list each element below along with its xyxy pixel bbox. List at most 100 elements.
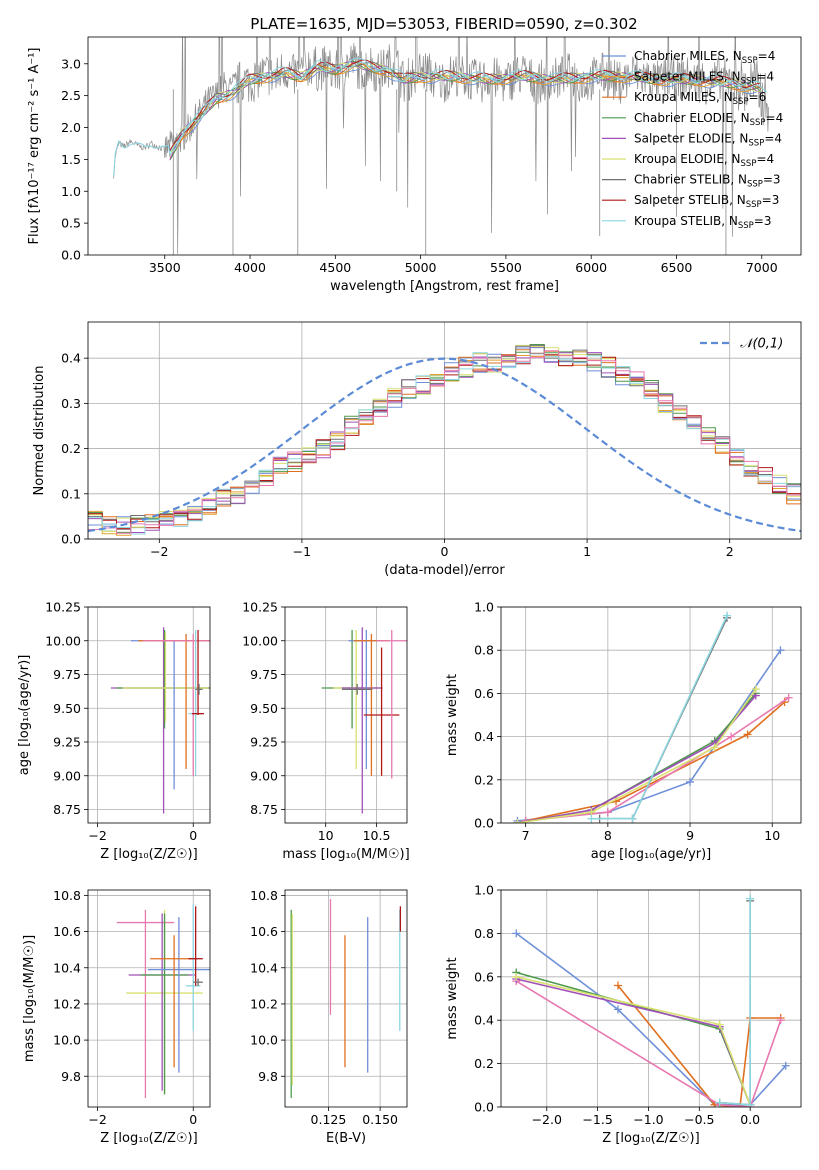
y-axis-label: mass weight	[445, 957, 460, 1039]
legend-label-value: =4	[756, 70, 774, 84]
weight-marker	[781, 1061, 790, 1070]
x-tick-label: 0	[441, 544, 449, 559]
x-axis-label: (data-model)/error	[384, 563, 505, 578]
x-tick-label: 7000	[746, 260, 778, 275]
y-tick-label: 0.5	[61, 216, 81, 231]
y-tick-label: 0.4	[61, 351, 81, 366]
y-tick-label: 10.25	[242, 600, 278, 615]
mass_vs_Z-plot-area	[116, 904, 210, 1098]
y-tick-label: 2.5	[61, 88, 81, 103]
y-tick-label: 0.6	[474, 686, 494, 701]
y-tick-label: 0.8	[474, 643, 494, 658]
age_vs_Z-plot-area	[110, 627, 210, 814]
spectrum-model-line-kroupa-stelib	[113, 62, 768, 177]
y-tick-label: 8.75	[53, 802, 81, 817]
y-tick-label: 9.75	[53, 667, 81, 682]
legend-label: Chabrier STELIB, NSSP=3	[634, 173, 781, 190]
mass_vs_ebv-background	[285, 890, 407, 1107]
y-tick-label: 10.2	[53, 996, 81, 1011]
y-tick-label: 9.8	[258, 1069, 278, 1084]
y-tick-label: 0.2	[474, 772, 494, 787]
y-tick-label: 0.4	[474, 729, 494, 744]
spectrum-data-line	[113, 37, 769, 254]
x-tick-label: 0.125	[311, 1112, 347, 1127]
x-tick-label: −1	[293, 544, 311, 559]
mass_vs_ebv-frame	[284, 889, 408, 1108]
x-tick-label: 1	[583, 544, 591, 559]
weight_vs_age-plot-area	[513, 611, 793, 823]
weight-marker	[784, 693, 793, 702]
y-tick-label: 10.00	[45, 633, 81, 648]
x-tick-label: 0	[189, 1112, 197, 1127]
weight-line	[515, 980, 782, 1107]
spectrum-model-line	[169, 63, 762, 156]
weight-marker	[686, 777, 695, 786]
legend-label-sub: SSP	[741, 159, 757, 169]
y-tick-label: 0.4	[474, 1013, 494, 1028]
legend-label-value: =4	[756, 152, 774, 166]
legend-label-name: Salpeter STELIB, N	[634, 193, 746, 207]
legend-label-name: Kroupa STELIB, N	[634, 214, 738, 228]
y-tick-label: 9.00	[250, 768, 278, 783]
y-tick-label: 3.0	[61, 56, 81, 71]
residuals-axes: −2 −1 0 1 2 0.0 0.1 0.2 0.3 0.4 (data-model)/error…	[32, 322, 801, 578]
y-tick-label: 10.8	[250, 888, 278, 903]
legend-label: Chabrier ELODIE, NSSP=4	[634, 111, 783, 128]
y-tick-label: 10.2	[250, 996, 278, 1011]
y-tick-label: 9.25	[250, 735, 278, 750]
weight-marker	[727, 732, 736, 741]
legend-label: Salpeter MILES, NSSP=4	[634, 70, 774, 87]
legend-label-value: =3	[754, 214, 772, 228]
figure-title: PLATE=1635, MJD=53053, FIBERID=0590, z=0…	[250, 15, 637, 33]
legend-label-name: Kroupa ELODIE, N	[634, 152, 741, 166]
y-tick-label: 1.0	[474, 883, 494, 898]
spectrum-plot-area	[113, 37, 769, 255]
weight-marker	[776, 1016, 785, 1025]
histogram-step-line	[88, 352, 801, 539]
y-axis-label: age [log₁₀(age/yr)]	[17, 655, 32, 776]
y-axis-label: Flux [fλ10⁻¹⁷ erg cm⁻² s⁻¹ A⁻¹]	[27, 48, 42, 245]
x-tick-label: 5500	[490, 260, 522, 275]
mass_vs_Z-frame	[87, 889, 211, 1108]
weight-marker	[746, 1100, 755, 1107]
x-axis-label: wavelength [Angstrom, rest frame]	[330, 279, 559, 294]
legend-label-name: Kroupa MILES, N	[634, 90, 733, 104]
x-tick-label: 10.5	[363, 828, 391, 843]
legend-label-value: =6	[749, 90, 767, 104]
x-axis-label: age [log₁₀(age/yr)]	[591, 847, 712, 862]
y-tick-label: 10.0	[53, 1033, 81, 1048]
y-tick-label: 0.0	[61, 532, 81, 547]
weight_vs_age-background	[501, 607, 801, 823]
x-tick-label: 6500	[661, 260, 693, 275]
legend-label-sub: SSP	[750, 118, 766, 128]
legend-label-sub: SSP	[742, 56, 758, 66]
weight-marker	[512, 972, 521, 981]
weight-line	[617, 984, 781, 1107]
legend-label-value: =4	[764, 131, 782, 145]
x-tick-label: 0.150	[362, 1112, 398, 1127]
legend-label-value: =4	[766, 111, 784, 125]
y-tick-label: 1.5	[61, 152, 81, 167]
legend-label: Kroupa STELIB, NSSP=3	[634, 214, 772, 231]
x-tick-label: 0	[189, 828, 197, 843]
y-tick-label: 0.0	[474, 1100, 494, 1115]
legend-label: 𝒩(0,1)	[740, 337, 783, 352]
legend-label-value: =4	[758, 49, 776, 63]
legend-label: Salpeter STELIB, NSSP=3	[634, 193, 779, 210]
legend-label-sub: SSP	[738, 221, 754, 231]
spectrum-model-line	[169, 59, 762, 151]
x-tick-label: 9	[686, 828, 694, 843]
y-tick-label: 0.3	[61, 396, 81, 411]
weight-marker	[743, 730, 752, 739]
mass_vs_Z-axes: −2 0 9.8 10.0 10.2 10.4 10.6 10.8 Z [log₁₀(Z/Z☉)…	[22, 888, 210, 1146]
residuals-plot-area	[88, 344, 801, 539]
weight-marker	[587, 814, 596, 823]
weight-marker	[613, 981, 622, 990]
weight-marker	[613, 1005, 622, 1014]
residuals-frame	[87, 321, 802, 540]
weight_vs_Z-plot-area	[512, 894, 790, 1107]
weight-marker	[776, 646, 785, 655]
age_vs_mass-plot-area	[321, 627, 407, 814]
x-tick-label: 3500	[149, 260, 181, 275]
x-axis-label: E(B-V)	[326, 1131, 366, 1146]
